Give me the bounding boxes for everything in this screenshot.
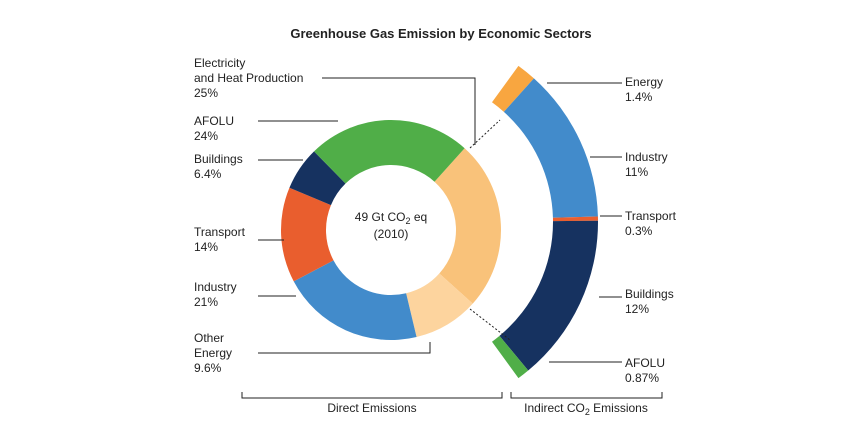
label-indirect-afolu: AFOLU 0.87% — [625, 356, 665, 385]
direct-emissions-bracket — [241, 392, 503, 399]
label-direct-buildings: Buildings 6.4% — [194, 152, 243, 181]
arc-slice-industry — [503, 78, 598, 218]
arc-slice-transport — [552, 216, 598, 222]
slice-labels: Electricity and Heat Production 25% Other En… — [194, 56, 677, 385]
indirect-emissions-label: Indirect CO2 Emissions — [524, 401, 648, 417]
arc-slice-energy — [491, 65, 534, 112]
donut-slice-buildings — [289, 151, 346, 206]
center-label-amount: 49 Gt CO2 eq — [355, 210, 427, 226]
label-indirect-energy: Energy 1.4% — [625, 75, 663, 104]
donut-slice-transport — [281, 187, 334, 282]
label-direct-electricity: Electricity and Heat Production 25% — [194, 56, 303, 100]
label-direct-afolu: AFOLU 24% — [194, 114, 234, 143]
donut-slice-other-energy — [406, 273, 473, 337]
center-label-year: (2010) — [374, 227, 409, 241]
connector-bottom — [469, 308, 511, 341]
donut-slice-industry — [293, 260, 417, 340]
indirect-emissions-arc — [491, 65, 598, 379]
leader-lines — [258, 77, 622, 363]
label-indirect-transport: Transport 0.3% — [625, 209, 677, 238]
arc-slice-afolu — [491, 335, 529, 379]
leader-other-energy — [258, 342, 431, 354]
indirect-emissions-bracket — [510, 392, 663, 399]
donut-slice-electricity — [434, 148, 501, 304]
leader-electricity — [322, 77, 476, 145]
label-direct-industry: Industry 21% — [194, 280, 237, 309]
label-indirect-industry: Industry 11% — [625, 150, 668, 179]
arc-slice-buildings — [499, 220, 598, 371]
donut-slice-afolu — [314, 120, 465, 184]
label-direct-other-energy: Other Energy 9.6% — [194, 331, 232, 375]
label-direct-transport: Transport 14% — [194, 225, 246, 254]
chart-title: Greenhouse Gas Emission by Economic Sect… — [290, 26, 591, 41]
direct-emissions-label: Direct Emissions — [327, 401, 416, 415]
label-indirect-buildings: Buildings 12% — [625, 287, 674, 316]
direct-emissions-donut — [281, 120, 501, 340]
connector-top — [469, 119, 501, 149]
